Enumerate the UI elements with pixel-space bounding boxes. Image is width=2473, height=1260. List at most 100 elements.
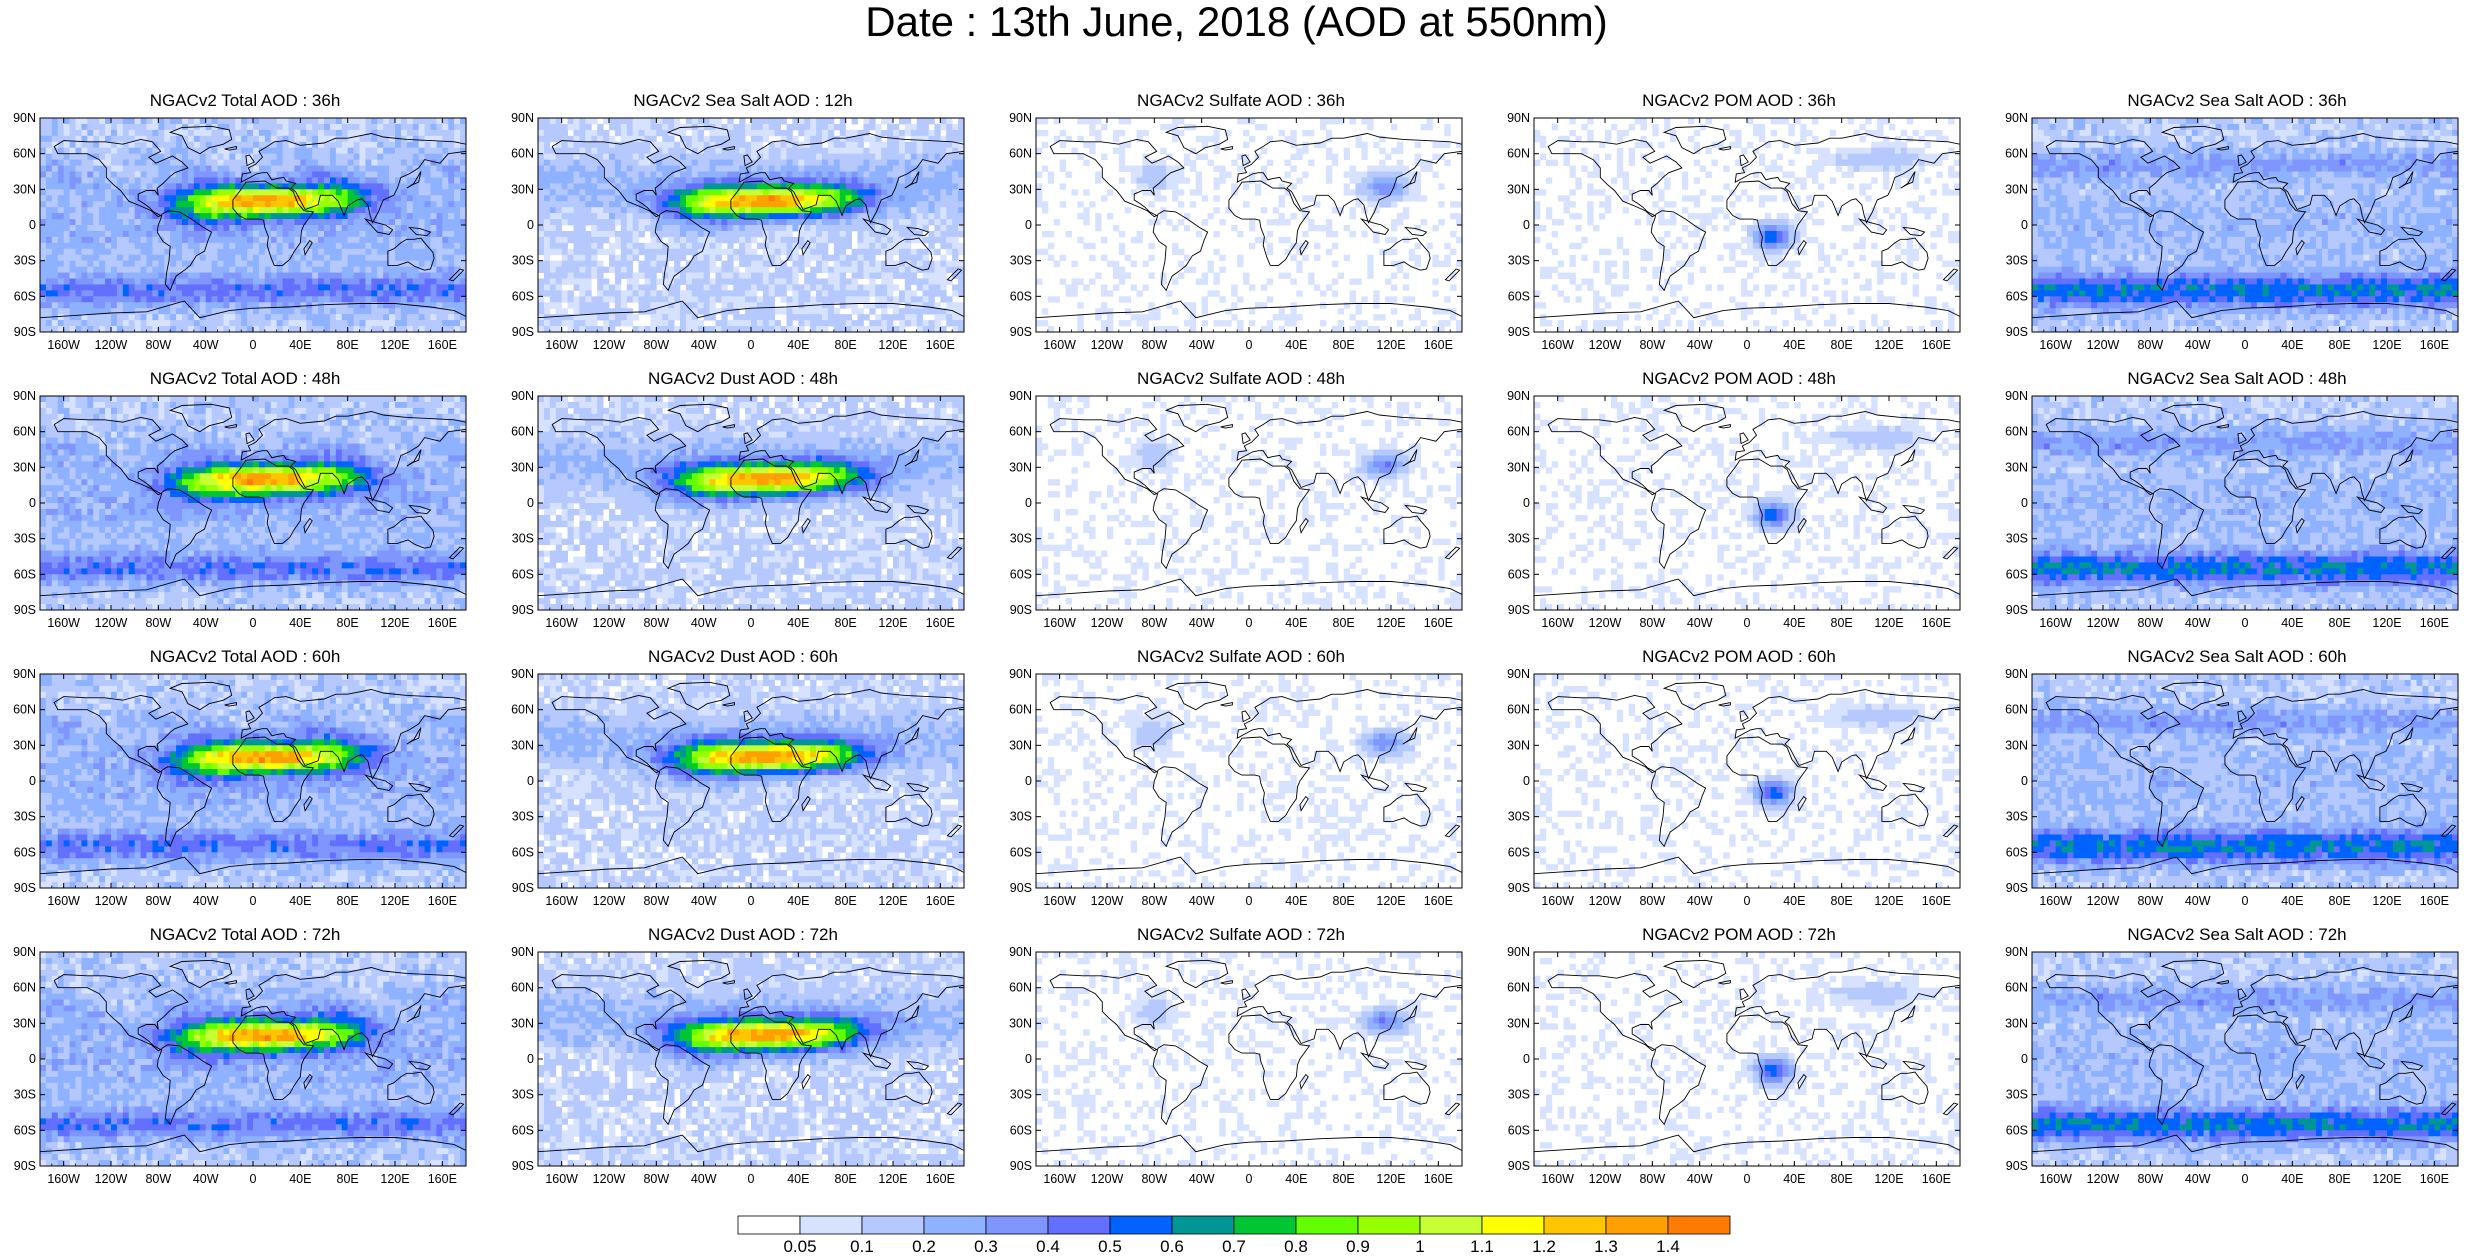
aod-cell [377,195,384,202]
aod-cell [253,266,260,273]
aod-cell [662,260,669,268]
aod-cell [881,248,888,256]
aod-cell [898,213,906,220]
aod-cell [288,118,295,125]
aod-cell [341,320,349,327]
aod-cell [306,242,313,250]
aod-cell [258,129,266,137]
aod-cell [697,302,705,309]
aod-cell [347,314,354,321]
aod-cell [170,123,177,131]
aod-cell [229,165,236,172]
aod-cell [111,171,118,178]
aod-cell [400,153,408,161]
aod-cell [57,272,65,279]
aod-cell [264,278,272,285]
aod-cell [418,153,425,161]
aod-cell [614,296,622,303]
aod-cell [424,153,431,161]
aod-cell [851,290,858,297]
aod-cell [247,308,254,315]
aod-cell [193,159,201,166]
aod-cell [359,207,366,214]
aod-cell [946,195,953,202]
aod-cell [264,135,272,143]
aod-cell [762,248,770,256]
aod-cell [620,118,628,125]
aod-cell [816,248,823,256]
aod-cell [116,236,124,244]
aod-cell [146,248,153,256]
aod-cell [158,147,165,155]
aod-cell [146,189,153,196]
aod-cell [383,266,390,273]
aod-cell [810,135,817,143]
aod-cell [312,225,319,232]
aod-cell [751,189,758,196]
aod-cell [845,230,852,238]
aod-cell [45,236,53,244]
aod-cell [448,207,455,214]
aod-cell [436,266,443,273]
aod-cell [69,320,76,327]
aod-cell [324,177,331,184]
aod-cell [827,284,835,291]
aod-cell [146,118,153,125]
aod-cell [792,284,799,291]
aod-cell [270,290,278,297]
aod-cell [780,201,787,208]
aod-cell [93,296,100,303]
aod-cell [377,189,384,196]
aod-cell [869,242,876,250]
aod-cell [958,302,965,309]
aod-cell [128,302,136,309]
aod-cell [288,153,295,161]
aod-cell [442,230,449,238]
aod-cell [869,278,876,285]
aod-cell [158,266,165,273]
aod-cell [63,296,70,303]
aod-cell [430,290,437,297]
aod-cell [822,135,829,143]
aod-cell [383,320,390,327]
aod-cell [614,290,622,297]
aod-cell [93,135,100,143]
aod-cell [176,207,183,214]
aod-cell [134,248,141,256]
aod-cell [668,219,675,226]
aod-cell [561,207,568,214]
aod-cell [745,272,752,279]
aod-cell [87,159,94,166]
aod-cell [57,171,65,178]
aod-cell [365,290,372,297]
aod-cell [335,314,343,321]
aod-cell [383,213,390,220]
aod-cell [105,177,112,184]
aod-cell [442,254,449,262]
aod-cell [816,225,823,232]
aod-cell [111,296,118,303]
aod-cell [567,290,574,297]
aod-cell [845,260,852,268]
aod-cell [170,302,177,309]
aod-cell [63,159,70,166]
aod-cell [134,242,141,250]
aod-cell [774,213,781,220]
aod-cell [235,248,242,256]
aod-cell [395,308,402,315]
aod-cell [75,236,82,244]
aod-cell [875,266,882,273]
aod-cell [312,147,319,155]
aod-cell [597,153,604,161]
aod-cell [412,213,420,220]
aod-cell [721,230,728,238]
aod-cell [798,242,805,250]
aod-cell [662,314,669,321]
aod-cell [182,171,189,178]
aod-cell [69,195,76,202]
aod-cell [276,278,283,285]
aod-cell [45,177,53,184]
aod-cell [176,260,183,268]
aod-cell [591,236,598,244]
aod-cell [205,171,212,178]
